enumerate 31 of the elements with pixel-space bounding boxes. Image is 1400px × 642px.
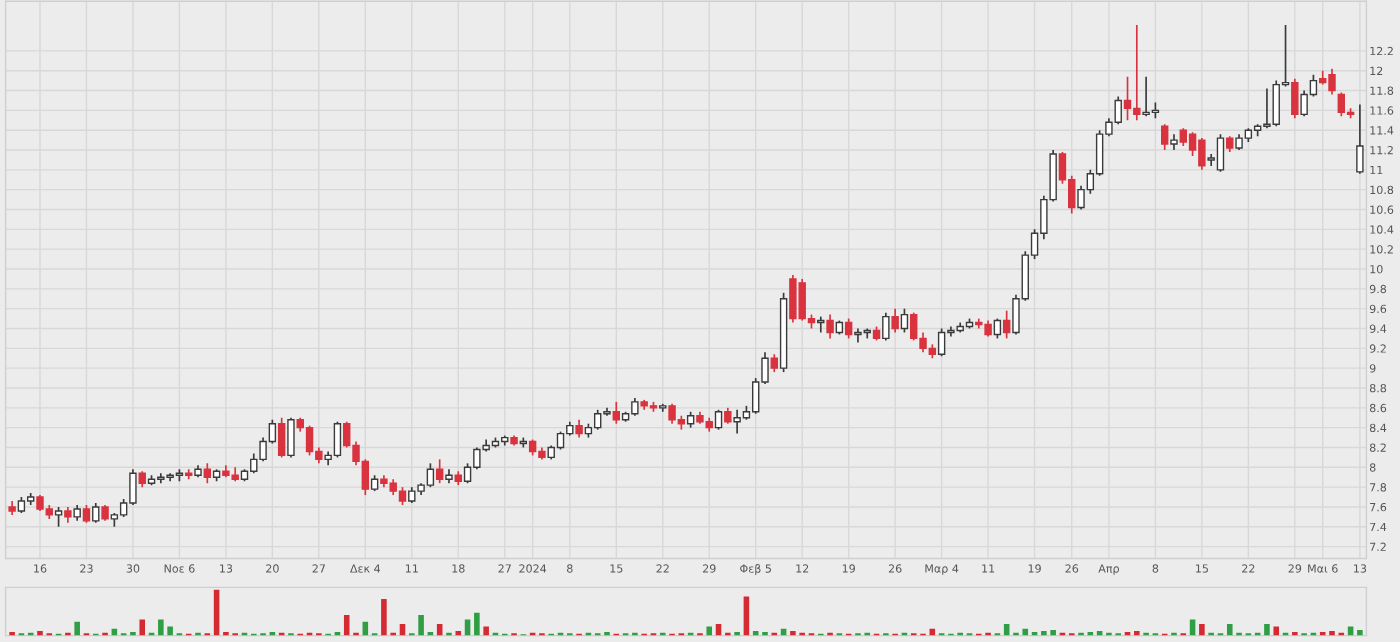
- bar: [455, 630, 462, 636]
- candlestick: [714, 408, 723, 431]
- candlestick: [203, 462, 212, 485]
- candlestick: [817, 315, 825, 334]
- candlestick: [435, 458, 444, 485]
- candlestick: [891, 307, 899, 334]
- candlestick: [826, 313, 834, 340]
- bar: [1199, 624, 1205, 636]
- candlestick: [612, 401, 621, 425]
- candlestick: [92, 502, 100, 524]
- bar: [483, 626, 489, 636]
- bar: [474, 612, 480, 636]
- candlestick: [277, 416, 286, 459]
- candlestick: [1356, 103, 1364, 175]
- candlestick: [287, 416, 295, 459]
- candlestick: [993, 317, 1002, 340]
- candlestick: [1160, 123, 1169, 151]
- candlestick: [882, 311, 890, 342]
- bar: [1273, 626, 1280, 636]
- bar: [139, 619, 146, 636]
- candlestick: [1337, 91, 1346, 118]
- bar: [706, 626, 713, 636]
- bar: [74, 621, 80, 636]
- candlestick: [1291, 77, 1299, 120]
- candlestick: [1002, 309, 1011, 340]
- candlestick: [54, 506, 63, 528]
- bar: [1264, 624, 1270, 636]
- bar: [1357, 630, 1363, 636]
- candlestick: [900, 307, 909, 334]
- candlestick: [844, 317, 853, 340]
- bar: [1134, 630, 1140, 636]
